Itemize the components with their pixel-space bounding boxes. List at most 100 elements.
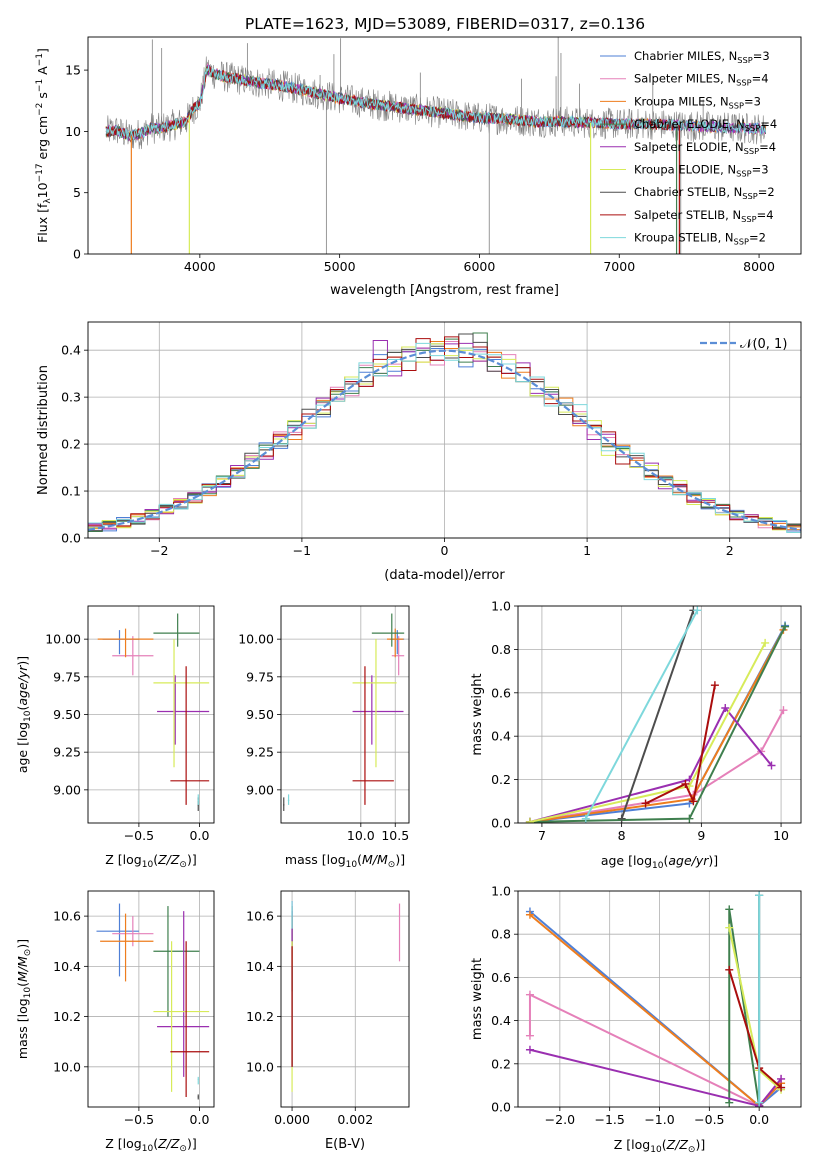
label-part: SSP (742, 191, 757, 201)
y-axis-label: mass weight (470, 673, 485, 755)
weight-line-2 (529, 709, 785, 823)
label-part: =4 (752, 72, 769, 86)
label-part: 10 (346, 860, 358, 870)
errorbars (96, 903, 210, 1100)
label-part: ( (153, 852, 158, 867)
label-part: )] (187, 1136, 197, 1151)
y-axis-label: Normed distribution (36, 365, 51, 495)
y-tick-label: 0.6 (491, 970, 511, 985)
x-tick-label: 9 (697, 828, 705, 843)
weight-line-4 (728, 909, 761, 1107)
errorbars (283, 613, 405, 811)
label-part: Salpeter STELIB, N (634, 208, 741, 222)
weight-marker (525, 910, 534, 919)
label-part: =2 (749, 231, 766, 245)
axes-frame (87, 321, 802, 539)
x-tick-label: 8000 (743, 259, 775, 274)
y-tick-label: 9.00 (246, 782, 274, 797)
x-tick-label: 4000 (184, 259, 216, 274)
weight-marker (525, 1045, 534, 1054)
label-part: =3 (752, 163, 769, 177)
label-part: =4 (757, 208, 774, 222)
y-tick-label: 0.0 (491, 1100, 511, 1115)
label-part: erg cm (35, 116, 50, 164)
label-part: ⊙ (23, 949, 33, 957)
errorbar-6 (153, 941, 210, 1092)
legend-label: Salpeter MILES, NSSP=4 (634, 72, 769, 88)
y-tick-label: 10.6 (246, 909, 274, 924)
label-part: age [log (15, 722, 30, 773)
label-part: M/M (15, 956, 30, 982)
x-tick-label: 10.0 (347, 828, 375, 843)
label-part: SSP (744, 146, 759, 156)
label-part: −17 (35, 163, 45, 182)
x-tick-label: 6000 (464, 259, 496, 274)
x-tick-label: 7 (538, 828, 546, 843)
spectrum-lines (105, 37, 767, 254)
x-axis-label: mass [log10(M/M⊙)] (285, 852, 405, 870)
label-part: Z [log (105, 852, 141, 867)
label-part: Chabrier ELODIE, N (634, 117, 745, 131)
weight-marker (617, 814, 626, 823)
errorbar-9 (197, 1076, 199, 1085)
label-part: mass [log (15, 998, 30, 1059)
axes-frame (87, 605, 215, 824)
errorbar-7 (197, 1094, 199, 1100)
label-part: Chabrier STELIB, N (634, 185, 742, 199)
y-axis-label: age [log10(age/yr)] (15, 656, 33, 773)
y-tick-label: 0.2 (491, 772, 511, 787)
panel-massweight-vs-Z: −2.0 −1.5 −1.0 −0.5 0.0 0.0 0.2 0.4 0.6 0.8 1.0 Z [… (470, 884, 802, 1155)
weight-marker (525, 1031, 534, 1040)
y-tick-label: 1.0 (491, 599, 511, 614)
y-tick-label: 10.0 (53, 1059, 81, 1074)
label-part: Salpeter ELODIE, N (634, 140, 744, 154)
y-tick-label: 10 (65, 124, 81, 139)
weight-marker (710, 681, 719, 690)
y-tick-label: 0.0 (61, 531, 81, 546)
y-tick-label: 9.50 (246, 707, 274, 722)
x-axis-label: age [log10(age/yr)] (601, 853, 718, 871)
label-part: A (35, 66, 50, 79)
y-tick-label: 9.25 (53, 745, 81, 760)
label-part: ⊙ (688, 1145, 696, 1155)
label-part: ( (663, 853, 668, 868)
errorbar-8 (170, 666, 210, 805)
label-part: 10 (650, 1145, 662, 1155)
x-axis-label: E(B-V) (325, 1137, 365, 1152)
errorbar-6 (153, 639, 210, 768)
weight-marker (755, 1098, 764, 1107)
x-tick-label: −1 (293, 543, 311, 558)
label-part: s (35, 92, 50, 103)
weight-marker (777, 1083, 786, 1092)
panel-age-vs-mass: 10.0 10.5 9.00 9.25 9.50 9.75 10.00 mass [log10… (238, 605, 410, 870)
histograms (88, 332, 801, 538)
y-tick-label: 10.4 (53, 959, 81, 974)
label-part: 10 (35, 182, 50, 198)
legend-label: Chabrier ELODIE, NSSP=4 (634, 117, 777, 133)
x-tick-label: 0.0 (749, 1112, 769, 1127)
y-tick-label: 10.00 (238, 632, 274, 647)
weight-marker (725, 905, 734, 914)
model-line-9 (105, 65, 766, 142)
y-tick-label: 9.75 (246, 669, 274, 684)
label-part: SSP (736, 169, 751, 179)
weight-marker (525, 817, 534, 823)
y-tick-label: 10.4 (246, 959, 274, 974)
y-tick-label: 0.0 (491, 816, 511, 831)
weight-line-7 (620, 610, 695, 819)
weight-line-6 (728, 927, 782, 1091)
weight-marker (681, 779, 690, 788)
y-axis-label: mass weight (470, 958, 485, 1040)
y-axis-label: mass [log10(M/M⊙)] (15, 939, 33, 1059)
y-tick-label: 0.8 (491, 927, 511, 942)
x-tick-label: 0.0 (190, 1112, 210, 1127)
label-part: SSP (736, 78, 751, 88)
x-tick-label: 0.0 (190, 828, 210, 843)
x-tick-label: 8 (618, 828, 626, 843)
label-part: Kroupa MILES, N (634, 94, 729, 108)
weight-marker (755, 891, 764, 900)
label-part: =4 (760, 117, 777, 131)
label-part: ( (357, 852, 362, 867)
panel-mass-vs-Z: −0.5 0.010.010.210.410.6Z [log10(Z/Z⊙)]ma… (15, 890, 215, 1154)
